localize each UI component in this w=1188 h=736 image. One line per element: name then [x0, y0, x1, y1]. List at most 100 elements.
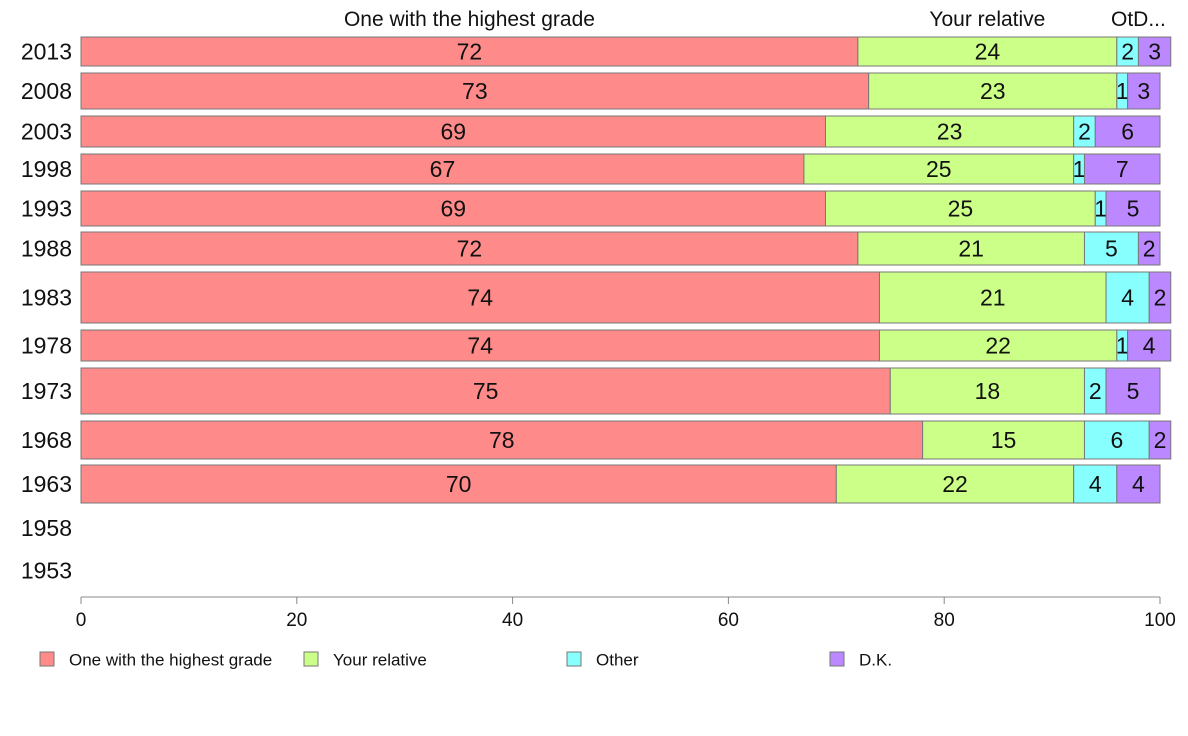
- year-label-1958: 1958: [21, 515, 72, 541]
- bar-1978-series-0: [80, 329, 880, 362]
- bar-label-1998-series-3: 7: [1116, 156, 1129, 182]
- bar-label-1973-series-2: 2: [1089, 378, 1102, 404]
- bar-1973-series-0: [80, 367, 891, 415]
- year-label-1998: 1998: [21, 156, 72, 182]
- bar-label-2003-series-2: 2: [1078, 119, 1091, 145]
- bar-1993-series-1: [825, 190, 1096, 227]
- x-tick-label-20: 20: [286, 610, 307, 631]
- top-label-1: Your relative: [929, 8, 1045, 31]
- bar-label-1983-series-3: 2: [1154, 285, 1167, 311]
- bar-1973-series-3: [1105, 367, 1161, 415]
- bar-1998-series-1: [803, 153, 1075, 185]
- bar-label-2013-series-2: 2: [1121, 39, 1134, 65]
- bar-label-1988-series-2: 5: [1105, 236, 1118, 262]
- bar-label-1983-series-2: 4: [1121, 285, 1134, 311]
- x-tick-label-100: 100: [1144, 610, 1176, 631]
- bar-label-2003-series-1: 23: [937, 119, 963, 145]
- bar-label-1973-series-3: 5: [1127, 378, 1140, 404]
- bar-2003-series-0: [80, 115, 827, 148]
- legend-label-0: One with the highest grade: [69, 651, 272, 670]
- bar-label-1968-series-3: 2: [1154, 427, 1167, 453]
- bar-label-1963-series-2: 4: [1089, 471, 1102, 497]
- bar-label-1993-series-3: 5: [1127, 196, 1140, 222]
- bar-1963-series-3: [1116, 464, 1161, 504]
- x-tick-label-40: 40: [502, 610, 523, 631]
- bar-1978-series-1: [878, 329, 1118, 362]
- bar-label-2013-series-3: 3: [1148, 39, 1161, 65]
- year-label-1988: 1988: [21, 236, 72, 262]
- bar-1988-series-2: [1083, 231, 1139, 266]
- bar-1968-series-3: [1148, 420, 1172, 460]
- bar-label-1968-series-1: 15: [991, 427, 1017, 453]
- x-tick-label-60: 60: [718, 610, 739, 631]
- bar-2013-series-0: [80, 36, 859, 67]
- bar-1963-series-1: [835, 464, 1075, 504]
- legend-swatch-1: [303, 651, 319, 667]
- bar-1983-series-0: [80, 271, 880, 324]
- bar-label-1988-series-0: 72: [457, 236, 483, 262]
- bar-label-1993-series-1: 25: [948, 196, 974, 222]
- bar-label-2013-series-0: 72: [457, 39, 483, 65]
- bar-1983-series-2: [1105, 271, 1150, 324]
- x-tick-label-0: 0: [76, 610, 87, 631]
- bar-label-1993-series-2: 1: [1094, 196, 1107, 222]
- bar-label-1998-series-0: 67: [430, 156, 456, 182]
- bar-2003-series-1: [825, 115, 1075, 148]
- bar-label-2008-series-0: 73: [462, 78, 488, 104]
- bar-1998-series-3: [1083, 153, 1161, 185]
- bar-label-1978-series-3: 4: [1143, 333, 1156, 359]
- bar-label-1963-series-0: 70: [446, 471, 472, 497]
- bar-2013-series-1: [857, 36, 1118, 67]
- bar-2008-series-1: [868, 72, 1118, 110]
- bar-label-1978-series-2: 1: [1116, 333, 1129, 359]
- bar-label-1988-series-1: 21: [958, 236, 984, 262]
- bar-2003-series-3: [1094, 115, 1161, 148]
- bar-label-1973-series-1: 18: [975, 378, 1001, 404]
- year-label-2008: 2008: [21, 78, 72, 104]
- bar-label-2008-series-2: 1: [1116, 78, 1129, 104]
- year-label-1963: 1963: [21, 471, 72, 497]
- legend-swatch-2: [566, 651, 582, 667]
- top-label-0: One with the highest grade: [344, 8, 595, 31]
- bar-2013-series-3: [1137, 36, 1172, 67]
- legend-swatch-3: [829, 651, 845, 667]
- top-label-2: OtD...: [1111, 8, 1166, 31]
- bar-1983-series-1: [878, 271, 1107, 324]
- bar-2008-series-3: [1127, 72, 1161, 110]
- bar-label-1993-series-0: 69: [440, 196, 466, 222]
- bar-1988-series-0: [80, 231, 859, 266]
- bar-label-1968-series-0: 78: [489, 427, 515, 453]
- bar-1993-series-3: [1105, 190, 1161, 227]
- bar-label-2003-series-0: 69: [440, 119, 466, 145]
- year-label-1973: 1973: [21, 378, 72, 404]
- bar-label-2008-series-3: 3: [1137, 78, 1150, 104]
- year-label-1978: 1978: [21, 333, 72, 359]
- bar-label-1983-series-0: 74: [467, 285, 493, 311]
- bar-label-1983-series-1: 21: [980, 285, 1006, 311]
- year-label-1993: 1993: [21, 196, 72, 222]
- bar-label-1973-series-0: 75: [473, 378, 499, 404]
- bar-1968-series-2: [1083, 420, 1150, 460]
- bar-label-2003-series-3: 6: [1121, 119, 1134, 145]
- bar-1988-series-3: [1137, 231, 1161, 266]
- year-label-2003: 2003: [21, 119, 72, 145]
- bar-1973-series-1: [889, 367, 1085, 415]
- bar-1983-series-3: [1148, 271, 1172, 324]
- bar-label-1998-series-2: 1: [1073, 156, 1086, 182]
- year-label-1983: 1983: [21, 285, 72, 311]
- bar-1963-series-2: [1073, 464, 1118, 504]
- bar-label-1963-series-3: 4: [1132, 471, 1145, 497]
- bar-1988-series-1: [857, 231, 1085, 266]
- bar-label-1978-series-1: 22: [985, 333, 1011, 359]
- bar-label-1963-series-1: 22: [942, 471, 968, 497]
- legend-label-1: Your relative: [333, 651, 427, 670]
- year-label-2013: 2013: [21, 39, 72, 65]
- legend-label-3: D.K.: [859, 651, 892, 670]
- bar-1998-series-0: [80, 153, 805, 185]
- bar-label-1988-series-3: 2: [1143, 236, 1156, 262]
- bar-1968-series-1: [922, 420, 1085, 460]
- bar-1963-series-0: [80, 464, 837, 504]
- year-label-1953: 1953: [21, 558, 72, 584]
- legend-swatch-0: [39, 651, 55, 667]
